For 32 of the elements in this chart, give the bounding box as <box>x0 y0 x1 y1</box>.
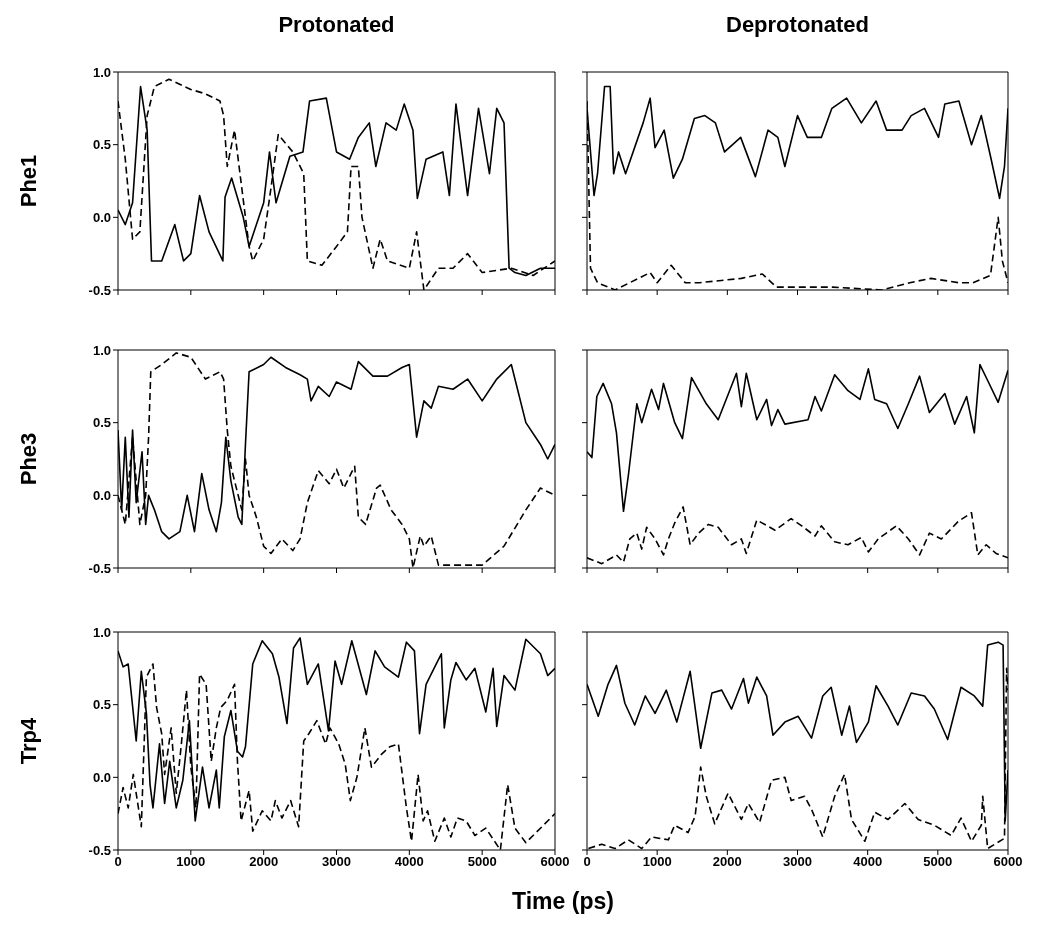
x-tick-label: 5000 <box>467 854 497 870</box>
y-axis-title: Phe1 <box>15 154 41 208</box>
x-tick-label: 4000 <box>394 854 424 870</box>
x-tick-label: 0 <box>583 854 591 870</box>
chart-title: Protonated <box>277 12 396 38</box>
y-tick-label: -0.5 <box>88 560 111 576</box>
y-tick-label: 0.0 <box>92 769 111 785</box>
y-tick-label: 0.5 <box>92 415 111 431</box>
x-tick-label: 2000 <box>712 854 742 870</box>
x-tick-label: 1000 <box>642 854 672 870</box>
y-axis-title: Phe3 <box>15 432 41 486</box>
x-tick-label: 5000 <box>923 854 953 870</box>
x-tick-label: 3000 <box>783 854 812 870</box>
y-tick-label: -0.5 <box>88 282 111 298</box>
x-tick-label: 2000 <box>249 854 279 870</box>
x-tick-label: 4000 <box>853 854 883 870</box>
y-tick-label: 0.0 <box>92 487 111 503</box>
y-tick-label: 1.0 <box>92 342 111 358</box>
x-tick-label: 3000 <box>322 854 351 870</box>
y-tick-label: 0.0 <box>92 209 111 225</box>
y-tick-label: 1.0 <box>92 624 111 640</box>
x-tick-label: 6000 <box>993 854 1023 870</box>
x-tick-label: 1000 <box>176 854 206 870</box>
x-tick-label: 6000 <box>540 854 570 870</box>
y-tick-label: -0.5 <box>88 842 111 858</box>
x-axis-title: Time (ps) <box>511 888 615 915</box>
y-tick-label: 1.0 <box>92 64 111 80</box>
y-tick-label: 0.5 <box>92 137 111 153</box>
x-tick-label: 0 <box>114 854 122 870</box>
chart-title: Deprotonated <box>725 12 870 38</box>
y-axis-title: Trp4 <box>15 717 41 765</box>
y-tick-label: 0.5 <box>92 697 111 713</box>
